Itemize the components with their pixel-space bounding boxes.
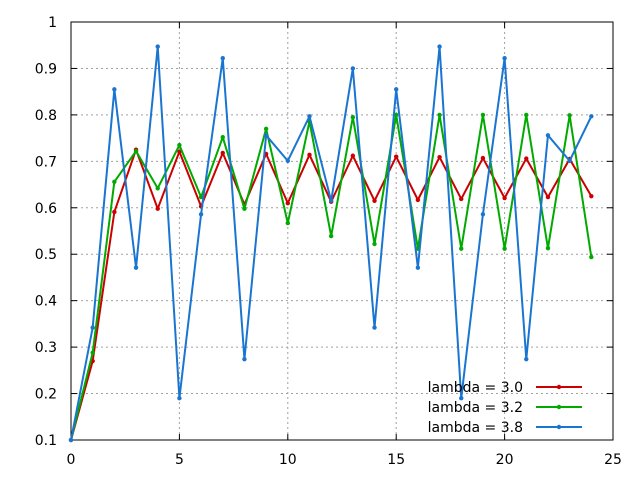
legend-marker xyxy=(556,384,562,390)
data-point xyxy=(372,241,377,247)
y-tick-label: 0.8 xyxy=(35,108,57,124)
data-point xyxy=(567,158,572,164)
data-point xyxy=(198,194,204,200)
x-tick-label: 5 xyxy=(175,452,184,468)
data-point xyxy=(459,246,464,251)
y-tick-label: 1 xyxy=(48,15,57,31)
data-point xyxy=(589,114,594,119)
data-point xyxy=(502,56,507,61)
x-tick-label: 15 xyxy=(387,452,405,468)
data-point xyxy=(589,193,594,199)
data-point xyxy=(285,158,290,164)
data-point xyxy=(372,325,377,330)
y-tick-label: 0.2 xyxy=(35,387,57,403)
x-tick-label: 20 xyxy=(496,452,514,468)
data-point xyxy=(567,113,572,118)
data-point xyxy=(480,155,486,161)
data-point xyxy=(133,148,139,154)
series-2 xyxy=(68,112,594,443)
data-point xyxy=(307,114,312,119)
y-tick-label: 0.3 xyxy=(35,340,57,356)
data-point xyxy=(307,152,312,158)
legend-marker xyxy=(556,404,562,410)
data-point xyxy=(545,245,551,251)
data-point xyxy=(112,209,117,215)
data-point xyxy=(502,246,507,251)
series-group xyxy=(68,44,594,443)
data-point xyxy=(90,325,95,330)
data-point xyxy=(68,437,74,443)
data-point xyxy=(350,66,356,71)
data-point xyxy=(524,112,529,118)
data-point xyxy=(285,220,290,226)
data-point xyxy=(242,356,247,362)
data-point xyxy=(437,154,442,160)
data-point xyxy=(328,198,334,204)
data-point xyxy=(394,112,399,118)
data-point xyxy=(372,198,377,204)
legend-label: lambda = 3.0 xyxy=(428,380,523,396)
data-point xyxy=(589,254,594,260)
data-point xyxy=(112,179,117,184)
data-point xyxy=(133,265,139,270)
data-point xyxy=(220,150,225,156)
y-tick-label: 0.1 xyxy=(35,433,57,449)
data-point xyxy=(328,233,334,239)
y-tick-label: 0.6 xyxy=(35,201,57,217)
data-point xyxy=(415,265,421,270)
data-point xyxy=(459,196,464,202)
data-point xyxy=(177,149,182,154)
legend-marker xyxy=(556,424,562,430)
data-point xyxy=(502,195,507,201)
data-point xyxy=(112,87,117,92)
data-point xyxy=(177,396,182,401)
x-tick-label: 10 xyxy=(279,452,297,468)
y-tick-label: 0.9 xyxy=(35,61,57,77)
data-point xyxy=(350,115,356,120)
x-tick-label: 0 xyxy=(67,452,76,468)
legend-entry: lambda = 3.2 xyxy=(428,400,582,416)
data-point xyxy=(263,133,269,138)
data-point xyxy=(480,112,486,118)
data-point xyxy=(198,212,204,217)
data-point xyxy=(415,197,421,203)
data-point xyxy=(90,350,95,355)
y-tick-label: 0.4 xyxy=(35,294,57,310)
data-point xyxy=(524,356,529,362)
data-point xyxy=(350,153,356,158)
y-tick-label: 0.7 xyxy=(35,154,57,170)
grid xyxy=(71,22,613,440)
data-point xyxy=(220,134,225,140)
data-point xyxy=(220,56,225,61)
data-point xyxy=(480,212,486,217)
legend-label: lambda = 3.8 xyxy=(428,420,523,436)
legend-label: lambda = 3.2 xyxy=(428,400,523,416)
data-point xyxy=(545,194,551,200)
data-point xyxy=(177,142,182,148)
legend: lambda = 3.0 lambda = 3.2 lambda = 3.8 xyxy=(428,380,582,436)
legend-entry: lambda = 3.8 xyxy=(428,420,582,436)
data-point xyxy=(242,206,247,211)
x-tick-label: 25 xyxy=(604,452,622,468)
data-point xyxy=(437,112,442,118)
data-point xyxy=(263,126,269,132)
data-point xyxy=(285,200,290,206)
data-point xyxy=(155,206,160,211)
y-tick-label: 0.5 xyxy=(35,247,57,263)
data-point xyxy=(459,396,464,401)
axes: 0.10.20.30.40.50.60.70.80.910 5 10 15 20 25 xyxy=(35,15,622,468)
series-3 xyxy=(68,44,594,443)
data-point xyxy=(394,87,399,92)
data-point xyxy=(155,186,160,191)
data-point xyxy=(524,156,529,161)
data-point xyxy=(394,154,399,159)
plot-border xyxy=(70,21,614,441)
data-point xyxy=(155,44,160,49)
legend-entry: lambda = 3.0 xyxy=(428,380,582,396)
data-point xyxy=(545,133,551,138)
data-point xyxy=(437,44,442,49)
